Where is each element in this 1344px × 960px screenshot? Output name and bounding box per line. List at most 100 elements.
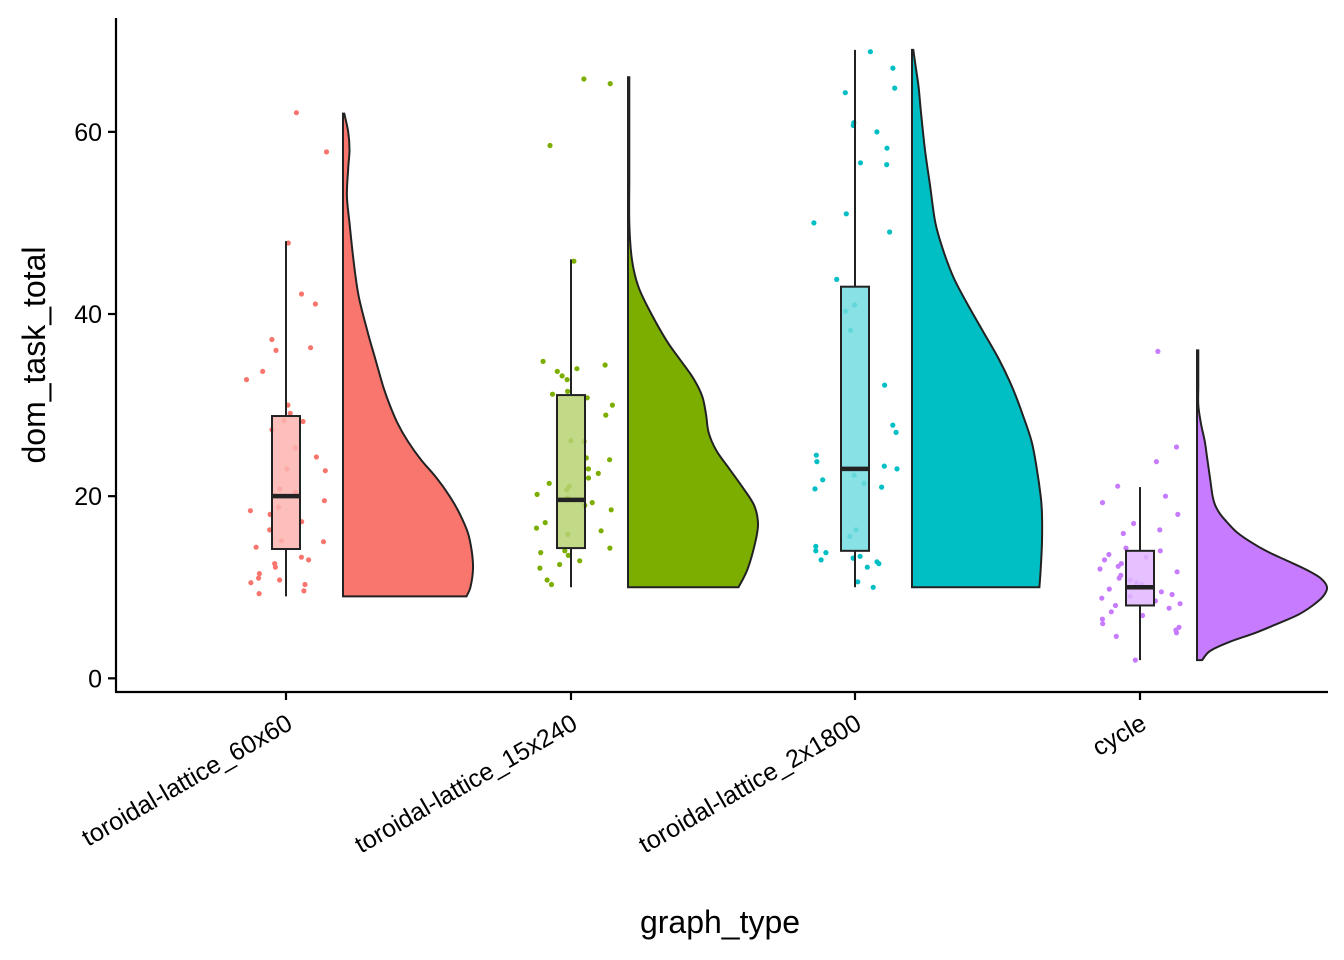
x-tick-label-cycle: cycle	[1088, 709, 1151, 762]
point-toroidal-lattice-15x240-36	[538, 550, 544, 556]
point-toroidal-lattice-15x240-29	[608, 507, 614, 513]
point-toroidal-lattice-2x1800-2	[892, 85, 898, 91]
point-toroidal-lattice-2x1800-7	[884, 145, 890, 151]
group-toroidal-lattice-15x240	[533, 76, 760, 589]
point-toroidal-lattice-15x240-31	[533, 525, 540, 531]
point-toroidal-lattice-15x240-8	[559, 373, 565, 379]
point-toroidal-lattice-2x1800-6	[874, 129, 880, 135]
point-cycle-9	[1120, 530, 1126, 537]
point-toroidal-lattice-2x1800-13	[834, 276, 840, 282]
point-toroidal-lattice-15x240-10	[565, 388, 571, 394]
point-toroidal-lattice-2x1800-17	[882, 382, 888, 388]
point-toroidal-lattice-15x240-13	[609, 402, 616, 408]
point-toroidal-lattice-2x1800-22	[881, 463, 887, 469]
point-cycle-11	[1157, 548, 1163, 554]
group-toroidal-lattice-60x60	[243, 110, 475, 598]
point-cycle-27	[1169, 591, 1175, 598]
point-toroidal-lattice-15x240-2	[547, 142, 553, 149]
point-toroidal-lattice-2x1800-27	[879, 484, 885, 490]
point-toroidal-lattice-2x1800-32	[813, 548, 819, 554]
point-toroidal-lattice-15x240-1	[607, 81, 613, 87]
point-toroidal-lattice-2x1800-41	[870, 584, 876, 590]
point-toroidal-lattice-2x1800-36	[818, 557, 824, 563]
point-toroidal-lattice-60x60-38	[277, 577, 283, 583]
plot-panel	[243, 48, 1329, 663]
point-toroidal-lattice-15x240-34	[607, 545, 613, 551]
point-toroidal-lattice-60x60-25	[247, 508, 253, 514]
point-toroidal-lattice-60x60-18	[322, 468, 328, 474]
point-toroidal-lattice-2x1800-12	[887, 229, 893, 235]
point-cycle-17	[1097, 566, 1103, 572]
axes	[114, 18, 1328, 694]
x-tick-label-toroidal-lattice-2x1800: toroidal-lattice_2x1800	[634, 709, 866, 859]
point-cycle-36	[1099, 616, 1105, 622]
violin-toroidal-lattice-60x60	[342, 112, 475, 598]
point-toroidal-lattice-15x240-25	[534, 491, 540, 497]
point-toroidal-lattice-15x240-0	[581, 76, 587, 82]
point-toroidal-lattice-60x60-31	[253, 544, 259, 550]
point-toroidal-lattice-60x60-42	[256, 591, 262, 597]
point-toroidal-lattice-60x60-7	[308, 345, 314, 351]
box-cycle	[1125, 549, 1155, 607]
point-toroidal-lattice-15x240-35	[562, 548, 568, 554]
point-toroidal-lattice-15x240-38	[577, 558, 583, 564]
point-toroidal-lattice-60x60-1	[323, 149, 330, 155]
point-cycle-37	[1100, 621, 1106, 627]
point-cycle-29	[1099, 595, 1105, 601]
y-tick-label-20: 20	[74, 483, 102, 511]
point-toroidal-lattice-60x60-36	[256, 571, 262, 577]
violin-toroidal-lattice-15x240	[627, 76, 760, 589]
point-toroidal-lattice-2x1800-31	[813, 543, 819, 549]
point-cycle-34	[1108, 609, 1114, 615]
point-toroidal-lattice-15x240-6	[574, 366, 580, 372]
point-toroidal-lattice-2x1800-21	[814, 459, 820, 465]
box-toroidal-lattice-60x60	[271, 415, 301, 551]
point-toroidal-lattice-15x240-21	[585, 475, 592, 481]
y-axis-title: dom_task_total	[16, 246, 52, 463]
point-cycle-31	[1177, 601, 1183, 607]
x-axis-title: graph_type	[640, 904, 800, 940]
point-cycle-4	[1162, 493, 1169, 499]
point-cycle-16	[1115, 563, 1121, 569]
point-cycle-0	[1155, 348, 1161, 354]
group-toroidal-lattice-2x1800	[811, 48, 1044, 590]
point-toroidal-lattice-60x60-9	[243, 377, 250, 383]
point-toroidal-lattice-60x60-30	[320, 539, 327, 545]
point-toroidal-lattice-15x240-7	[554, 368, 560, 374]
point-toroidal-lattice-2x1800-23	[894, 466, 900, 472]
point-toroidal-lattice-60x60-4	[312, 301, 318, 307]
point-cycle-26	[1158, 589, 1164, 595]
point-cycle-42	[1132, 657, 1138, 663]
point-toroidal-lattice-2x1800-10	[843, 211, 849, 217]
point-toroidal-lattice-15x240-3	[571, 258, 577, 264]
point-cycle-1	[1173, 444, 1180, 450]
point-toroidal-lattice-60x60-13	[300, 418, 306, 425]
point-toroidal-lattice-2x1800-8	[857, 160, 864, 166]
y-tick-label-0: 0	[88, 665, 102, 693]
point-toroidal-lattice-15x240-11	[549, 391, 556, 397]
point-toroidal-lattice-2x1800-39	[864, 564, 870, 570]
point-toroidal-lattice-15x240-32	[598, 528, 604, 534]
point-toroidal-lattice-2x1800-0	[867, 49, 874, 55]
box-toroidal-lattice-15x240	[556, 394, 586, 550]
point-toroidal-lattice-60x60-5	[269, 336, 275, 343]
point-toroidal-lattice-15x240-14	[603, 412, 609, 418]
point-toroidal-lattice-2x1800-33	[823, 550, 829, 556]
point-toroidal-lattice-15x240-20	[595, 470, 601, 476]
point-cycle-20	[1116, 575, 1122, 581]
point-cycle-2	[1153, 459, 1159, 465]
point-toroidal-lattice-60x60-40	[302, 581, 308, 588]
point-toroidal-lattice-2x1800-25	[820, 477, 826, 483]
point-toroidal-lattice-60x60-35	[272, 564, 278, 570]
point-toroidal-lattice-60x60-23	[321, 498, 327, 504]
point-cycle-8	[1157, 527, 1163, 533]
point-toroidal-lattice-15x240-37	[565, 552, 571, 559]
point-toroidal-lattice-15x240-39	[557, 561, 563, 568]
group-cycle	[1097, 348, 1329, 663]
point-toroidal-lattice-15x240-30	[542, 520, 548, 526]
point-cycle-3	[1115, 483, 1121, 489]
point-toroidal-lattice-60x60-41	[301, 588, 307, 594]
point-toroidal-lattice-60x60-33	[306, 557, 312, 563]
